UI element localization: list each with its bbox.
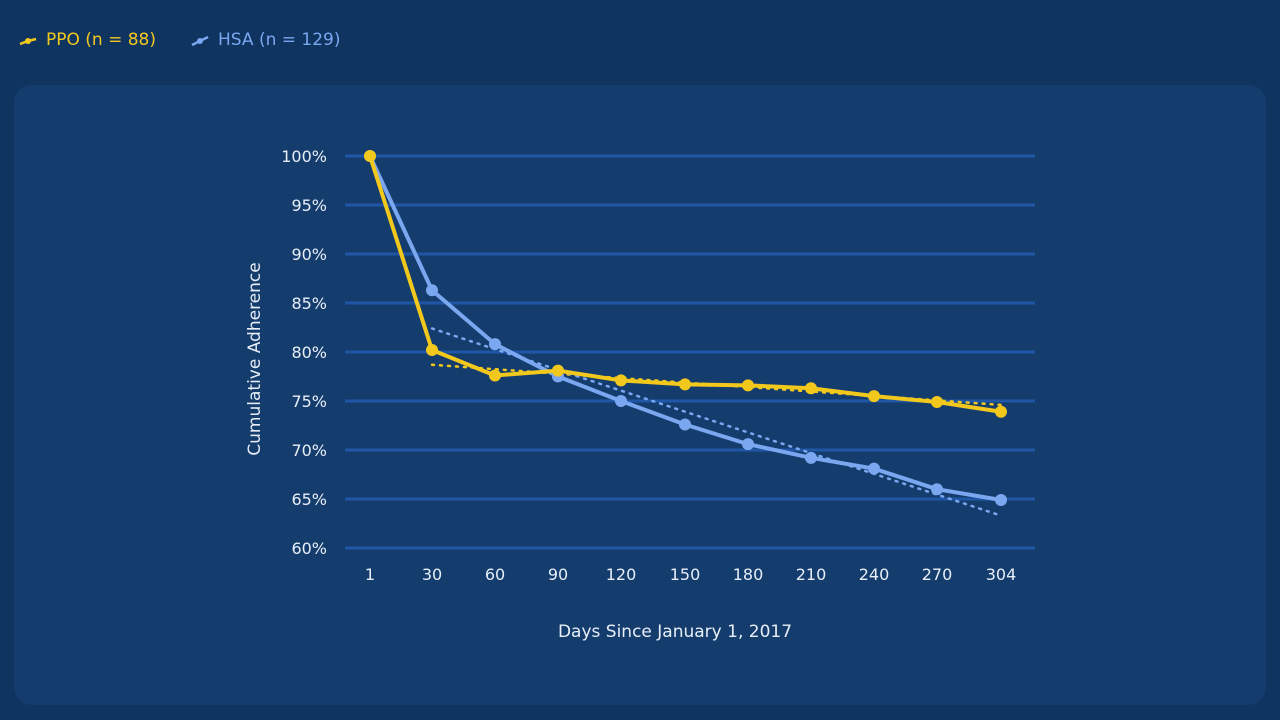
x-tick-label: 120 bbox=[606, 565, 637, 584]
data-point[interactable] bbox=[679, 378, 691, 391]
data-point[interactable] bbox=[995, 405, 1007, 418]
x-axis-title: Days Since January 1, 2017 bbox=[558, 622, 792, 642]
data-point[interactable] bbox=[615, 395, 627, 407]
data-point[interactable] bbox=[868, 390, 880, 403]
data-point[interactable] bbox=[426, 284, 438, 297]
x-tick-label: 210 bbox=[796, 565, 827, 584]
y-tick-label: 100% bbox=[281, 147, 327, 166]
y-tick-label: 85% bbox=[291, 294, 327, 313]
x-tick-labels: 1 30 60 90 120 150 180 210 240 270 304 bbox=[365, 565, 1016, 584]
data-point[interactable] bbox=[995, 493, 1007, 506]
legend-label-hsa: HSA (n = 129) bbox=[218, 30, 341, 50]
x-tick-label: 150 bbox=[670, 565, 701, 584]
y-tick-label: 70% bbox=[291, 441, 327, 460]
legend-item-ppo[interactable]: PPO (n = 88) bbox=[18, 30, 156, 50]
data-point[interactable] bbox=[426, 344, 438, 357]
series-lines bbox=[364, 150, 1007, 506]
series-line bbox=[368, 155, 1002, 414]
ppo-line-marker-icon bbox=[18, 33, 38, 47]
y-tick-label: 80% bbox=[291, 343, 327, 362]
data-point[interactable] bbox=[489, 338, 501, 351]
x-tick-label: 270 bbox=[922, 565, 953, 584]
x-tick-label: 240 bbox=[859, 565, 890, 584]
data-point[interactable] bbox=[489, 369, 501, 382]
data-point[interactable] bbox=[931, 483, 943, 496]
x-tick-label: 90 bbox=[548, 565, 568, 584]
x-tick-label: 30 bbox=[422, 565, 442, 584]
y-tick-labels: 100% 95% 90% 85% 80% 75% 70% 65% 60% bbox=[281, 147, 327, 558]
series-line bbox=[368, 155, 1002, 502]
chart-legend: PPO (n = 88) HSA (n = 129) bbox=[18, 30, 340, 50]
data-point[interactable] bbox=[742, 438, 754, 451]
legend-item-hsa[interactable]: HSA (n = 129) bbox=[190, 30, 340, 50]
data-point[interactable] bbox=[868, 462, 880, 475]
x-tick-label: 304 bbox=[986, 565, 1017, 584]
x-tick-label: 60 bbox=[485, 565, 505, 584]
data-point[interactable] bbox=[552, 364, 564, 377]
y-axis-title: Cumulative Adherence bbox=[245, 262, 265, 455]
data-point[interactable] bbox=[805, 451, 817, 464]
x-tick-label: 1 bbox=[365, 565, 375, 584]
x-tick-label: 180 bbox=[733, 565, 764, 584]
y-tick-label: 75% bbox=[291, 392, 327, 411]
y-tick-label: 90% bbox=[291, 245, 327, 264]
data-point[interactable] bbox=[615, 374, 627, 387]
data-point[interactable] bbox=[931, 395, 943, 408]
trendline bbox=[430, 327, 1003, 517]
y-tick-label: 65% bbox=[291, 490, 327, 509]
data-point[interactable] bbox=[805, 382, 817, 395]
y-tick-label: 60% bbox=[291, 539, 327, 558]
hsa-line-marker-icon bbox=[190, 33, 210, 47]
y-tick-label: 95% bbox=[291, 196, 327, 215]
data-point[interactable] bbox=[364, 150, 376, 162]
data-point[interactable] bbox=[679, 418, 691, 431]
legend-label-ppo: PPO (n = 88) bbox=[46, 30, 157, 50]
data-point[interactable] bbox=[742, 379, 754, 392]
chart-panel bbox=[14, 85, 1266, 705]
